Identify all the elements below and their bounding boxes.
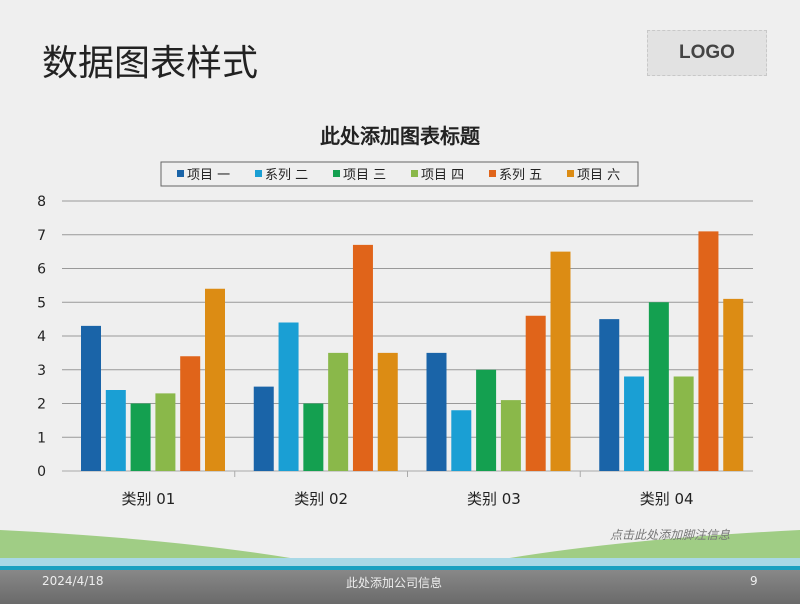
bar [599, 319, 620, 471]
legend-label: 项目 三 [343, 168, 386, 183]
bar [328, 352, 349, 471]
y-tick-label: 4 [37, 329, 46, 345]
footer-date: 2024/4/18 [42, 574, 104, 588]
bar [451, 410, 472, 471]
x-tick-label: 类别 04 [640, 490, 694, 508]
y-tick-label: 6 [37, 262, 46, 278]
legend-swatch [333, 170, 340, 177]
bar [303, 403, 324, 471]
bar [673, 376, 694, 471]
bar [377, 352, 398, 471]
y-tick-label: 0 [37, 464, 46, 480]
y-tick-label: 1 [37, 430, 46, 446]
bar [525, 315, 546, 471]
bar [253, 386, 274, 471]
y-tick-label: 7 [37, 228, 46, 244]
bar [205, 288, 225, 471]
slide-title: 数据图表样式 [42, 43, 259, 84]
bar [81, 325, 101, 471]
bar [723, 298, 744, 471]
footer-bar: 2024/4/18 此处添加公司信息 9 [0, 566, 800, 604]
bar [130, 403, 151, 471]
x-tick-label: 类别 02 [294, 490, 348, 508]
bar [624, 376, 645, 471]
y-tick-label: 2 [37, 397, 46, 413]
footer-company: 此处添加公司信息 [346, 576, 443, 590]
x-tick-label: 类别 03 [467, 490, 521, 508]
bar [155, 393, 176, 471]
bar [426, 352, 447, 471]
bar [550, 251, 571, 471]
bar [476, 369, 497, 471]
legend-swatch [177, 170, 184, 177]
legend-label: 项目 四 [421, 168, 464, 183]
bar [105, 390, 126, 471]
footer-page-number: 9 [750, 574, 758, 588]
legend-swatch [411, 170, 418, 177]
legend-swatch [255, 170, 262, 177]
x-tick-label: 类别 01 [121, 490, 175, 508]
bar [180, 356, 201, 471]
legend-label: 项目 一 [187, 168, 230, 183]
logo-placeholder[interactable]: LOGO [647, 30, 767, 76]
legend-label: 系列 二 [265, 168, 308, 183]
y-tick-label: 8 [37, 194, 46, 210]
bar [698, 231, 719, 471]
bar [500, 400, 521, 471]
y-tick-label: 3 [37, 363, 46, 379]
legend-box [160, 161, 639, 187]
bar [352, 244, 373, 471]
footnote[interactable]: 点击此处添加脚注信息 [610, 528, 731, 542]
legend-swatch [567, 170, 574, 177]
legend-swatch [489, 170, 496, 177]
bar [278, 322, 299, 471]
chart-title: 此处添加图表标题 [320, 124, 481, 148]
legend-label: 系列 五 [499, 168, 542, 183]
y-tick-label: 5 [37, 295, 46, 311]
bar [648, 302, 669, 471]
legend-label: 项目 六 [577, 168, 620, 183]
